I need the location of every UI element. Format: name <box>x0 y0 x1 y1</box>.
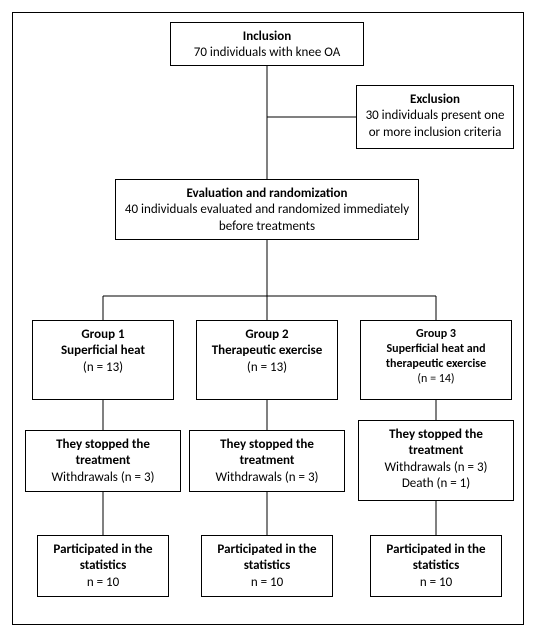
stop3-death: Death (n = 1) <box>365 476 507 492</box>
stop2-title: They stopped the treatment <box>196 437 338 470</box>
node-inclusion: Inclusion 70 individuals with knee OA <box>170 22 364 66</box>
group3-label: Superficial heat and therapeutic exercis… <box>367 342 505 372</box>
group2-title: Group 2 <box>203 327 331 343</box>
group3-n: (n = 14) <box>367 372 505 387</box>
stats1-n: n = 10 <box>44 575 162 591</box>
stats2-n: n = 10 <box>208 575 326 591</box>
node-stats3: Participated in the statistics n = 10 <box>370 535 502 597</box>
group1-n: (n = 13) <box>39 360 167 376</box>
node-evaluation: Evaluation and randomization 40 individu… <box>115 179 419 240</box>
stop3-title: They stopped the treatment <box>365 427 507 460</box>
exclusion-title: Exclusion <box>363 92 507 108</box>
node-stop2: They stopped the treatment Withdrawals (… <box>189 430 345 492</box>
stats1-title: Participated in the statistics <box>44 542 162 575</box>
node-group3: Group 3 Superficial heat and therapeutic… <box>360 320 512 400</box>
group1-label: Superficial heat <box>39 343 167 359</box>
evaluation-text: 40 individuals evaluated and randomized … <box>122 202 412 235</box>
inclusion-text: 70 individuals with knee OA <box>177 45 357 61</box>
node-group1: Group 1 Superficial heat (n = 13) <box>32 320 174 400</box>
node-exclusion: Exclusion 30 individuals present one or … <box>356 85 514 149</box>
group2-n: (n = 13) <box>203 360 331 376</box>
stats2-title: Participated in the statistics <box>208 542 326 575</box>
node-stats1: Participated in the statistics n = 10 <box>37 535 169 597</box>
inclusion-title: Inclusion <box>177 29 357 45</box>
node-group2: Group 2 Therapeutic exercise (n = 13) <box>196 320 338 400</box>
stop1-withdrawals: Withdrawals (n = 3) <box>32 470 174 486</box>
stop1-title: They stopped the treatment <box>32 437 174 470</box>
node-stop1: They stopped the treatment Withdrawals (… <box>25 430 181 492</box>
group2-label: Therapeutic exercise <box>203 343 331 359</box>
exclusion-text: 30 individuals present one or more inclu… <box>363 108 507 141</box>
group3-title: Group 3 <box>367 327 505 342</box>
flowchart-canvas: Inclusion 70 individuals with knee OA Ex… <box>0 0 534 635</box>
node-stats2: Participated in the statistics n = 10 <box>201 535 333 597</box>
stop2-withdrawals: Withdrawals (n = 3) <box>196 470 338 486</box>
stats3-n: n = 10 <box>377 575 495 591</box>
stats3-title: Participated in the statistics <box>377 542 495 575</box>
node-stop3: They stopped the treatment Withdrawals (… <box>358 420 514 501</box>
group1-title: Group 1 <box>39 327 167 343</box>
evaluation-title: Evaluation and randomization <box>122 186 412 202</box>
stop3-withdrawals: Withdrawals (n = 3) <box>365 460 507 476</box>
